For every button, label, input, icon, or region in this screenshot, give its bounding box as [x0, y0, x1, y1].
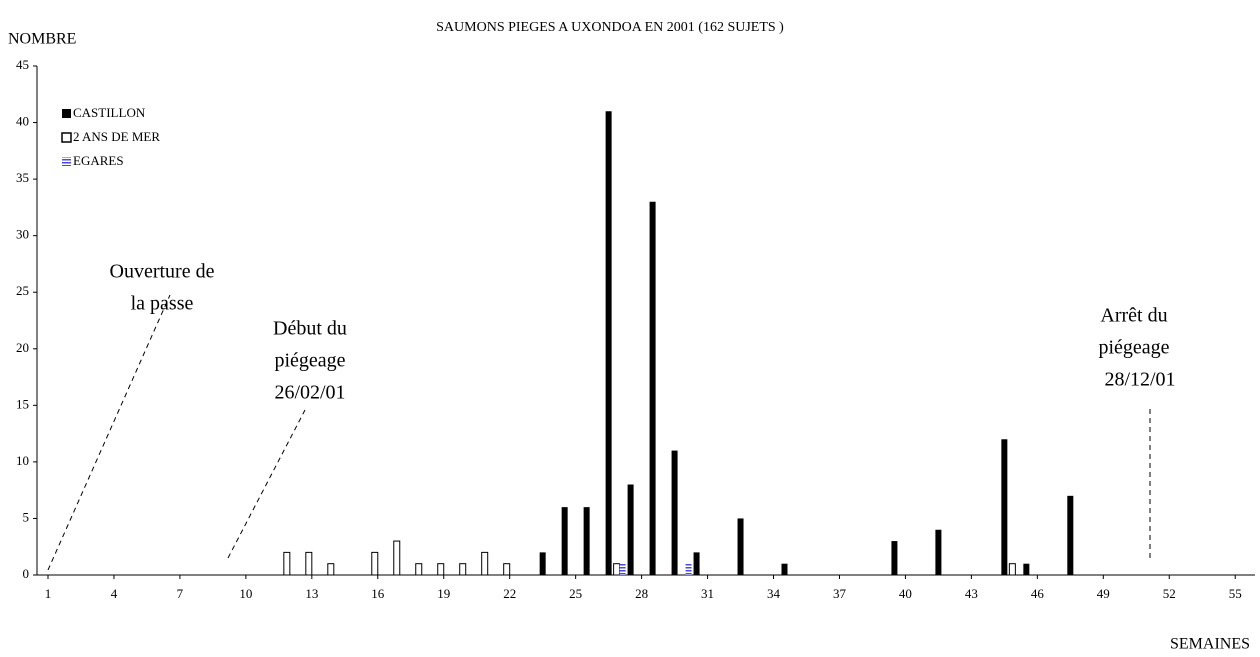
legend-label: CASTILLON [73, 105, 146, 120]
x-tick-label: 25 [569, 586, 582, 601]
bar [539, 552, 546, 575]
legend-swatch [62, 109, 71, 118]
bar [327, 563, 335, 576]
legend-swatch [61, 132, 72, 143]
bar [305, 551, 313, 576]
bar [1001, 439, 1008, 575]
bar [693, 552, 700, 575]
annotation: Début du [273, 318, 347, 340]
x-tick-label: 7 [177, 586, 184, 601]
bar [371, 551, 379, 576]
bar [481, 551, 489, 576]
annotation: piégeage [274, 350, 345, 372]
y-axis-label: NOMBRE [8, 31, 76, 48]
bar [649, 201, 656, 575]
bar [1067, 495, 1074, 575]
x-tick-label: 13 [305, 586, 318, 601]
x-tick-label: 22 [503, 586, 516, 601]
legend-label: 2 ANS DE MER [73, 129, 160, 144]
y-tick-label: 15 [16, 396, 29, 411]
y-tick-label: 20 [16, 340, 29, 355]
bar [561, 507, 568, 575]
x-tick-label: 16 [371, 586, 385, 601]
bar [685, 563, 692, 575]
bar [503, 563, 511, 576]
x-tick-label: 43 [965, 586, 978, 601]
annotation: Ouverture de [110, 261, 215, 283]
x-tick-label: 52 [1163, 586, 1176, 601]
chart-title: SAUMONS PIEGES A UXONDOA EN 2001 (162 SU… [436, 20, 784, 35]
x-tick-label: 31 [701, 586, 714, 601]
y-tick-label: 0 [23, 566, 30, 581]
annotation-line [227, 409, 306, 559]
x-tick-label: 4 [111, 586, 118, 601]
legend-swatch [62, 157, 71, 166]
x-tick-label: 55 [1229, 586, 1242, 601]
x-tick-label: 28 [635, 586, 648, 601]
annotation-line [47, 294, 171, 571]
x-tick-label: 19 [437, 586, 450, 601]
x-tick-label: 1 [45, 586, 52, 601]
y-tick-label: 30 [16, 227, 29, 242]
bar [613, 563, 621, 576]
bar [737, 518, 744, 575]
bar [283, 551, 291, 576]
x-tick-label: 10 [239, 586, 252, 601]
bar [1008, 563, 1016, 576]
y-tick-label: 35 [16, 170, 29, 185]
y-tick-label: 40 [16, 114, 29, 129]
bar [619, 563, 626, 575]
annotation: la passe [131, 293, 194, 315]
bar [781, 563, 788, 575]
annotation: 26/02/01 [274, 382, 345, 404]
bar [415, 563, 423, 576]
x-tick-label: 46 [1031, 586, 1045, 601]
annotation: 28/12/01 [1104, 369, 1175, 391]
x-axis-label: SEMAINES [1170, 636, 1250, 653]
x-tick-label: 40 [899, 586, 912, 601]
bar [393, 540, 401, 576]
bar [1023, 563, 1030, 575]
y-tick-label: 5 [23, 509, 30, 524]
bar [583, 507, 590, 575]
bar [935, 529, 942, 575]
y-tick-label: 10 [16, 453, 29, 468]
bar [891, 541, 898, 575]
annotation: Arrêt du [1100, 305, 1167, 327]
y-tick-label: 25 [16, 283, 29, 298]
x-tick-label: 34 [767, 586, 781, 601]
bar [437, 563, 445, 576]
bar [627, 484, 634, 575]
x-tick-label: 37 [833, 586, 847, 601]
x-tick-label: 49 [1097, 586, 1110, 601]
bar [459, 563, 467, 576]
bar [605, 111, 612, 575]
annotation: piégeage [1098, 337, 1169, 359]
y-tick-label: 45 [16, 57, 29, 72]
bar [671, 450, 678, 575]
legend-label: EGARES [73, 153, 124, 168]
